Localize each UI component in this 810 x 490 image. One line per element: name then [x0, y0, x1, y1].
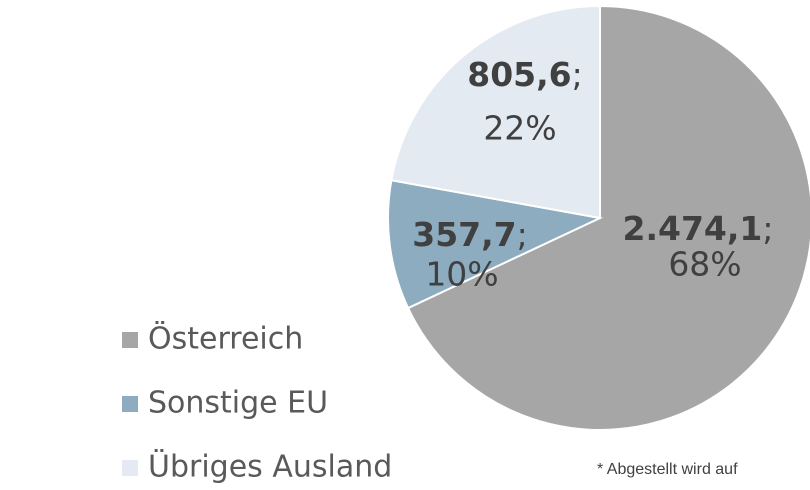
data-label-separator: ;: [572, 55, 583, 94]
data-label-value: 357,7: [412, 215, 516, 254]
legend-label: Sonstige EU: [148, 386, 328, 421]
data-label: 805,6;: [467, 55, 583, 94]
pie-slice: [406, 4, 810, 431]
data-label-percent: 10%: [425, 255, 498, 294]
legend-label: Österreich: [148, 321, 303, 357]
legend-swatch: [122, 396, 138, 412]
data-label-separator: ;: [762, 209, 773, 248]
data-label-value: 2.474,1: [622, 209, 762, 248]
pie-slice: [390, 4, 601, 220]
data-label: 2.474,1;: [622, 209, 773, 248]
data-label-value: 805,6: [467, 55, 571, 94]
legend-label: Übriges Ausland: [148, 449, 392, 485]
data-label: 357,7;: [412, 215, 528, 254]
data-label-percent: 68%: [668, 245, 741, 284]
data-label-percent: 22%: [483, 109, 556, 148]
data-label-separator: ;: [517, 215, 528, 254]
footnote: * Abgestellt wird auf: [597, 461, 738, 478]
legend-swatch: [122, 460, 138, 476]
pie-slice: [387, 179, 604, 310]
legend-swatch: [122, 332, 138, 348]
